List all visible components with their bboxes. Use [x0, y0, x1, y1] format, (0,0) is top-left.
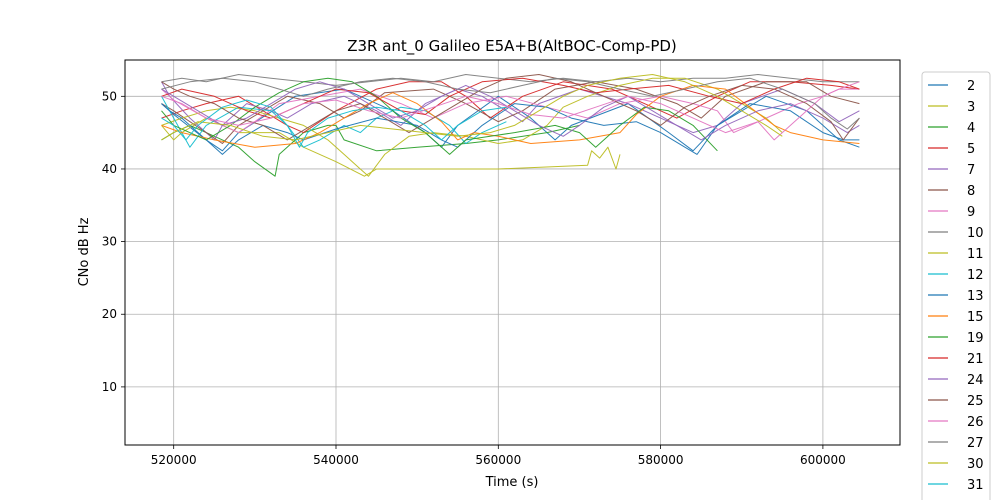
series-layer — [161, 74, 860, 177]
legend-label: 11 — [967, 247, 984, 262]
x-axis-label: Time (s) — [485, 475, 539, 490]
legend-label: 7 — [967, 163, 975, 178]
legend-item: 19 — [928, 331, 984, 346]
legend-label: 4 — [967, 121, 975, 136]
y-axis: 10 20 30 40 50 — [102, 89, 125, 394]
x-tick-label: 580000 — [638, 453, 684, 467]
legend-label: 24 — [967, 373, 984, 388]
series-line-15 — [161, 84, 860, 148]
y-tick-label: 30 — [102, 235, 117, 249]
x-tick-label: 520000 — [151, 453, 197, 467]
legend: 2 3 4 5 7 8 9 10 11 12 13 15 19 21 24 25 26 27 30 31 — [921, 71, 991, 500]
x-axis: 520000 540000 560000 580000 600000 — [151, 445, 846, 467]
x-tick-label: 600000 — [800, 453, 846, 467]
series-line-13 — [161, 103, 860, 155]
x-tick-label: 540000 — [313, 453, 359, 467]
legend-item: 10 — [928, 226, 984, 241]
legend-item: 30 — [928, 457, 984, 472]
series-line-31 — [161, 99, 507, 148]
legend-item: 3 — [928, 100, 975, 115]
legend-item: 31 — [928, 478, 984, 493]
y-tick-label: 10 — [102, 380, 117, 394]
series-line-19 — [161, 77, 718, 155]
legend-item: 11 — [928, 247, 984, 262]
legend-item: 7 — [928, 163, 975, 178]
legend-label: 2 — [967, 79, 975, 94]
legend-box — [921, 71, 991, 500]
legend-label: 31 — [967, 478, 984, 493]
series-line-27 — [161, 77, 860, 130]
legend-label: 12 — [967, 268, 984, 283]
series-line-25 — [161, 74, 860, 141]
legend-label: 10 — [967, 226, 984, 241]
y-axis-label: CNo dB Hz — [77, 217, 92, 286]
legend-item: 12 — [928, 268, 984, 283]
legend-item: 27 — [928, 436, 984, 451]
legend-label: 5 — [967, 142, 975, 157]
legend-label: 30 — [967, 457, 984, 472]
legend-item: 24 — [928, 373, 984, 388]
series-line-2 — [161, 88, 860, 152]
legend-label: 21 — [967, 352, 984, 367]
legend-item: 4 — [928, 121, 975, 136]
legend-label: 9 — [967, 205, 975, 220]
legend-item: 15 — [928, 310, 984, 325]
y-tick-label: 20 — [102, 307, 117, 321]
legend-label: 13 — [967, 289, 984, 304]
series-line-3 — [161, 117, 621, 177]
y-tick-label: 50 — [102, 89, 117, 103]
series-line-26 — [161, 81, 860, 141]
series-line-12 — [161, 96, 507, 148]
grid — [125, 60, 900, 445]
legend-item: 13 — [928, 289, 984, 304]
chart-title: Z3R ant_0 Galileo E5A+B(AltBOC-Comp-PD) — [347, 37, 677, 56]
legend-item: 2 — [928, 79, 975, 94]
legend-item: 9 — [928, 205, 975, 220]
plot-frame — [124, 59, 901, 446]
legend-item: 21 — [928, 352, 984, 367]
x-tick-label: 560000 — [475, 453, 521, 467]
y-tick-label: 40 — [102, 162, 117, 176]
legend-label: 3 — [967, 100, 975, 115]
legend-item: 26 — [928, 415, 984, 430]
legend-item: 25 — [928, 394, 984, 409]
legend-label: 15 — [967, 310, 984, 325]
series-line-21 — [161, 77, 860, 119]
legend-item: 5 — [928, 142, 975, 157]
legend-label: 8 — [967, 184, 975, 199]
series-line-10 — [161, 74, 860, 86]
series-line-30 — [161, 74, 783, 141]
legend-label: 19 — [967, 331, 984, 346]
legend-label: 27 — [967, 436, 984, 451]
legend-label: 25 — [967, 394, 984, 409]
legend-label: 26 — [967, 415, 984, 430]
legend-item: 8 — [928, 184, 975, 199]
